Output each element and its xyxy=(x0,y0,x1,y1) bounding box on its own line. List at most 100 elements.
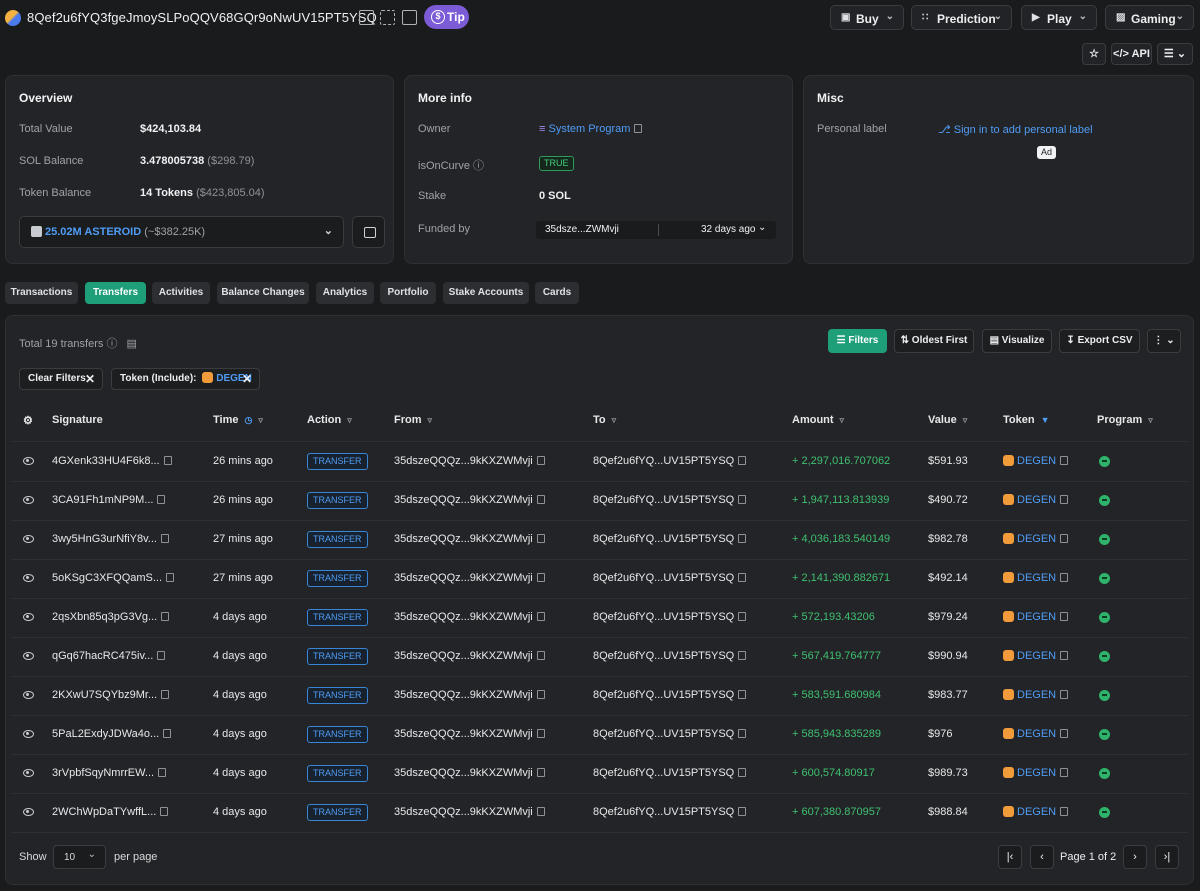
from-cell[interactable]: 35dszeQQQz...9kKXZWMvji xyxy=(394,611,545,623)
copy-icon[interactable] xyxy=(1060,807,1069,816)
signature-cell[interactable]: 3CA91Fh1mNP9M... xyxy=(52,494,166,506)
filter-icon[interactable]: ▿ xyxy=(839,415,845,425)
message-icon[interactable] xyxy=(402,10,417,25)
token-cell[interactable]: DEGEN xyxy=(1003,650,1069,662)
from-address-link[interactable]: 35dszeQQQz...9kKXZWMvji xyxy=(394,611,533,623)
favorite-star-button[interactable]: ☆ xyxy=(1082,43,1106,65)
tab-balance-changes[interactable]: Balance Changes xyxy=(217,282,309,304)
filters-button[interactable]: ☰ Filters xyxy=(828,329,887,353)
copy-icon[interactable] xyxy=(738,612,747,621)
tab-transfers[interactable]: Transfers xyxy=(85,282,146,304)
token-cell[interactable]: DEGEN xyxy=(1003,572,1069,584)
table-row[interactable]: 5oKSgC3XFQQamS... 27 mins ago TRANSFER 35ds… xyxy=(6,559,1193,598)
from-cell[interactable]: 35dszeQQQz...9kKXZWMvji xyxy=(394,533,545,545)
copy-icon[interactable] xyxy=(536,729,545,738)
copy-icon[interactable] xyxy=(536,495,545,504)
copy-icon[interactable] xyxy=(738,729,747,738)
from-address-link[interactable]: 35dszeQQQz...9kKXZWMvji xyxy=(394,728,533,740)
copy-icon[interactable] xyxy=(158,768,167,777)
signature-link[interactable]: qGq67hacRC475iv... xyxy=(52,650,154,662)
copy-icon[interactable] xyxy=(161,690,170,699)
token-link[interactable]: DEGEN xyxy=(1017,767,1057,779)
token-link[interactable]: DEGEN xyxy=(1017,611,1057,623)
program-icon[interactable] xyxy=(1099,729,1110,740)
first-page-button[interactable]: |‹ xyxy=(998,845,1022,869)
visualize-button[interactable]: ▤ Visualize xyxy=(982,329,1052,353)
program-icon[interactable] xyxy=(1099,456,1110,467)
eye-icon[interactable] xyxy=(23,613,34,621)
tab-cards[interactable]: Cards xyxy=(535,282,579,304)
funded-by-box[interactable]: 35dsze...ZWMvji 32 days ago ⌄ xyxy=(536,221,776,239)
copy-icon[interactable] xyxy=(738,807,747,816)
copy-icon[interactable] xyxy=(1060,729,1069,738)
sign-in-link[interactable]: ⎇ Sign in to add personal label xyxy=(938,123,1093,136)
signature-link[interactable]: 5oKSgC3XFQQamS... xyxy=(52,572,163,584)
table-row[interactable]: 2qsXbn85q3pG3Vg... 4 days ago TRANSFER 35ds… xyxy=(6,598,1193,637)
copy-icon[interactable] xyxy=(166,573,175,582)
copy-icon[interactable] xyxy=(1060,495,1069,504)
program-icon[interactable] xyxy=(1099,690,1110,701)
program-icon[interactable] xyxy=(1099,495,1110,506)
export-csv-button[interactable]: ↧ Export CSV xyxy=(1059,329,1140,353)
filter-icon[interactable]: ▿ xyxy=(427,415,433,425)
table-row[interactable]: 3rVpbfSqyNmrrEW... 4 days ago TRANSFER 35ds… xyxy=(6,754,1193,793)
api-button[interactable]: </> API xyxy=(1111,43,1152,65)
eye-icon[interactable] xyxy=(23,496,34,504)
table-row[interactable]: 2KXwU7SQYbz9Mr... 4 days ago TRANSFER 35dsz… xyxy=(6,676,1193,715)
signature-link[interactable]: 3wy5HnG3urNfiY8v... xyxy=(52,533,157,545)
signature-link[interactable]: 4GXenk33HU4F6k8... xyxy=(52,455,160,467)
funded-by-address[interactable]: 35dsze...ZWMvji xyxy=(545,224,619,235)
from-address-link[interactable]: 35dszeQQQz...9kKXZWMvji xyxy=(394,572,533,584)
copy-icon[interactable] xyxy=(1060,651,1069,660)
gaming-button[interactable]: ▨ Gaming ⌄ xyxy=(1105,5,1194,30)
signature-cell[interactable]: 3rVpbfSqyNmrrEW... xyxy=(52,767,167,779)
from-cell[interactable]: 35dszeQQQz...9kKXZWMvji xyxy=(394,455,545,467)
view-menu-button[interactable]: ☰ ⌄ xyxy=(1157,43,1193,65)
signature-link[interactable]: 5PaL2ExdyJDWa4o... xyxy=(52,728,160,740)
signature-cell[interactable]: 2qsXbn85q3pG3Vg... xyxy=(52,611,170,623)
copy-icon[interactable] xyxy=(1060,612,1069,621)
table-row[interactable]: 2WChWpDaTYwffL... 4 days ago TRANSFER 35dsz… xyxy=(6,793,1193,832)
prev-page-button[interactable]: ‹ xyxy=(1030,845,1054,869)
signature-cell[interactable]: 5oKSgC3XFQQamS... xyxy=(52,572,175,584)
copy-icon[interactable] xyxy=(536,690,545,699)
signature-link[interactable]: 2KXwU7SQYbz9Mr... xyxy=(52,689,158,701)
from-cell[interactable]: 35dszeQQQz...9kKXZWMvji xyxy=(394,767,545,779)
program-icon[interactable] xyxy=(1099,534,1110,545)
copy-icon[interactable] xyxy=(536,768,545,777)
copy-icon[interactable] xyxy=(1060,573,1069,582)
copy-icon[interactable] xyxy=(738,690,747,699)
eye-icon[interactable] xyxy=(23,652,34,660)
token-cell[interactable]: DEGEN xyxy=(1003,611,1069,623)
program-icon[interactable] xyxy=(1099,807,1110,818)
copy-icon[interactable] xyxy=(738,768,747,777)
owner-link[interactable]: ≡ System Program xyxy=(539,123,643,135)
from-cell[interactable]: 35dszeQQQz...9kKXZWMvji xyxy=(394,650,545,662)
program-icon[interactable] xyxy=(1099,612,1110,623)
from-address-link[interactable]: 35dszeQQQz...9kKXZWMvji xyxy=(394,494,533,506)
signature-cell[interactable]: 3wy5HnG3urNfiY8v... xyxy=(52,533,169,545)
copy-icon[interactable] xyxy=(160,807,169,816)
last-page-button[interactable]: ›| xyxy=(1155,845,1179,869)
copy-icon[interactable] xyxy=(536,612,545,621)
from-cell[interactable]: 35dszeQQQz...9kKXZWMvji xyxy=(394,806,545,818)
copy-icon[interactable] xyxy=(738,534,747,543)
program-icon[interactable] xyxy=(1099,651,1110,662)
token-link[interactable]: DEGEN xyxy=(1017,650,1057,662)
from-cell[interactable]: 35dszeQQQz...9kKXZWMvji xyxy=(394,689,545,701)
table-row[interactable]: 4GXenk33HU4F6k8... 26 mins ago TRANSFER 35d… xyxy=(6,442,1193,481)
token-link[interactable]: DEGEN xyxy=(1017,689,1057,701)
filter-icon[interactable]: ▿ xyxy=(258,415,263,425)
from-address-link[interactable]: 35dszeQQQz...9kKXZWMvji xyxy=(394,455,533,467)
token-link[interactable]: DEGEN xyxy=(1017,728,1057,740)
from-address-link[interactable]: 35dszeQQQz...9kKXZWMvji xyxy=(394,767,533,779)
filter-icon[interactable]: ▿ xyxy=(962,415,968,425)
copy-icon[interactable] xyxy=(157,651,166,660)
copy-icon[interactable] xyxy=(160,534,169,543)
play-button[interactable]: ▶ Play ⌄ xyxy=(1021,5,1097,30)
tab-portfolio[interactable]: Portfolio xyxy=(380,282,436,304)
copy-icon[interactable] xyxy=(738,456,747,465)
copy-icon[interactable] xyxy=(738,651,747,660)
copy-icon[interactable] xyxy=(359,10,374,25)
copy-icon[interactable] xyxy=(1060,768,1069,777)
